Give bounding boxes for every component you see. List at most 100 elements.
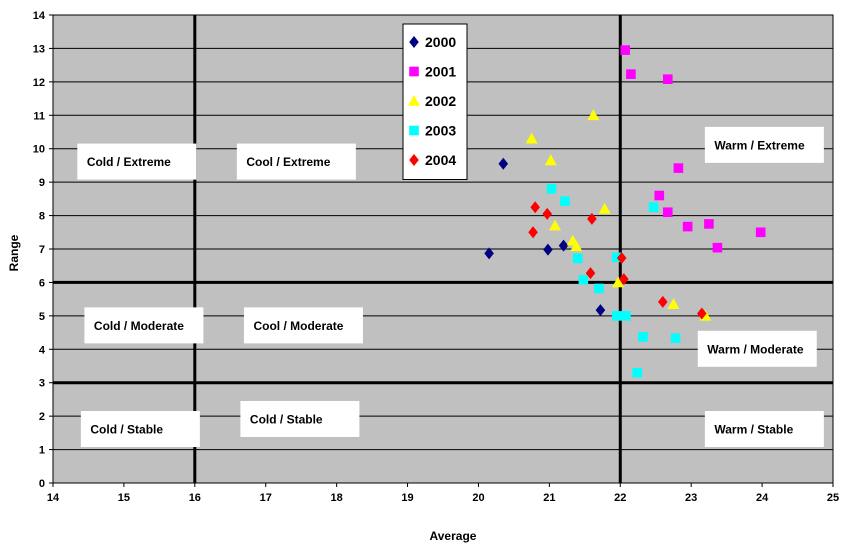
data-point (595, 304, 606, 317)
x-tick-label: 24 (756, 492, 769, 504)
x-tick-label: 17 (260, 492, 272, 504)
y-tick-label: 9 (39, 177, 45, 189)
x-tick-label: 22 (614, 492, 626, 504)
x-tick-label: 19 (401, 492, 413, 504)
data-point (755, 227, 766, 238)
x-tick-label: 23 (685, 492, 697, 504)
data-point (616, 252, 627, 265)
region-label: Warm / Stable (704, 411, 824, 448)
y-tick-label: 5 (39, 311, 45, 323)
y-axis-title: Range (7, 234, 21, 271)
y-tick-label: 10 (33, 144, 45, 156)
data-point (611, 311, 622, 321)
region-label-text: Warm / Stable (714, 423, 793, 437)
region-label-text: Cold / Extreme (87, 155, 171, 169)
data-point (525, 132, 538, 144)
data-point (612, 276, 625, 288)
series-2002 (525, 109, 712, 321)
region-label: Warm / Extreme (704, 126, 824, 163)
region-box (84, 307, 204, 344)
y-tick-label: 13 (33, 43, 45, 55)
data-point (530, 201, 540, 214)
y-tick-label: 7 (39, 244, 45, 256)
data-point (658, 295, 668, 308)
data-point (578, 274, 589, 285)
data-point (648, 202, 659, 213)
quadrant-dividers (53, 15, 833, 483)
y-tick-label: 0 (39, 478, 45, 490)
x-tick-label: 25 (827, 492, 839, 504)
region-label: Cold / Stable (80, 411, 200, 448)
region-label: Cold / Extreme (77, 143, 197, 180)
legend: 2000 2001 2002 2003 2004 (402, 23, 468, 180)
series-2004 (528, 201, 707, 320)
data-point (484, 247, 494, 260)
legend-label: 2003 (425, 123, 456, 139)
data-point (620, 45, 631, 55)
legend-marker (409, 125, 419, 136)
y-tick-label: 8 (39, 211, 45, 223)
x-tick-label: 18 (331, 492, 343, 504)
region-box (697, 330, 817, 367)
legend-marker (408, 95, 420, 106)
region-label-text: Warm / Extreme (714, 138, 805, 152)
legend-marker (409, 66, 419, 77)
region-label: Cool / Extreme (236, 143, 356, 180)
data-point (621, 311, 631, 321)
region-box (77, 143, 197, 180)
legend-label: 2000 (425, 34, 456, 50)
region-label: Cold / Stable (240, 400, 360, 437)
data-point (670, 333, 681, 344)
x-tick-label: 21 (543, 492, 555, 504)
data-point (654, 190, 665, 201)
x-tick-label: 16 (189, 492, 201, 504)
y-tick-label: 6 (39, 277, 45, 289)
data-point (546, 184, 557, 194)
y-tick-label: 3 (39, 378, 45, 390)
data-point (543, 243, 553, 256)
data-point (682, 221, 693, 232)
legend-label: 2002 (425, 93, 456, 109)
legend-marker (409, 154, 419, 166)
legend-label: 2001 (425, 64, 456, 80)
data-point (611, 252, 622, 263)
data-point (662, 74, 673, 84)
data-point (626, 69, 636, 79)
series-2001 (620, 45, 766, 253)
region-label-text: Warm / Moderate (707, 342, 804, 356)
region-label: Cold / Moderate (84, 307, 204, 344)
region-box (704, 126, 824, 163)
region-labels: Cold / Extreme Cool / Extreme Warm / Extre… (77, 126, 824, 448)
region-box (704, 411, 824, 448)
y-tick-label: 1 (39, 445, 45, 457)
x-axis-title: Average (430, 529, 477, 543)
series-2003 (546, 184, 681, 378)
region-box (236, 143, 356, 180)
region-box (240, 400, 360, 437)
data-point (594, 283, 604, 294)
data-point (498, 157, 509, 170)
y-tick-label: 14 (33, 10, 46, 22)
data-points (484, 45, 766, 378)
data-point (673, 163, 684, 173)
region-label-text: Cold / Moderate (94, 319, 184, 333)
region-label-text: Cold / Stable (90, 423, 163, 437)
data-point (598, 202, 611, 214)
y-tick-label: 2 (39, 411, 45, 423)
data-point (662, 207, 673, 218)
data-point (587, 109, 600, 121)
y-tick-label: 11 (33, 110, 45, 122)
data-point (560, 196, 570, 206)
data-point (542, 207, 553, 220)
region-box (243, 307, 363, 344)
legend-label: 2004 (425, 152, 456, 168)
x-tick-label: 15 (118, 492, 130, 504)
y-tick-label: 12 (33, 77, 45, 89)
region-label: Cool / Moderate (243, 307, 363, 344)
data-point (704, 219, 714, 229)
region-label-text: Cool / Extreme (246, 155, 330, 169)
data-point (572, 253, 583, 264)
data-point (712, 242, 723, 253)
